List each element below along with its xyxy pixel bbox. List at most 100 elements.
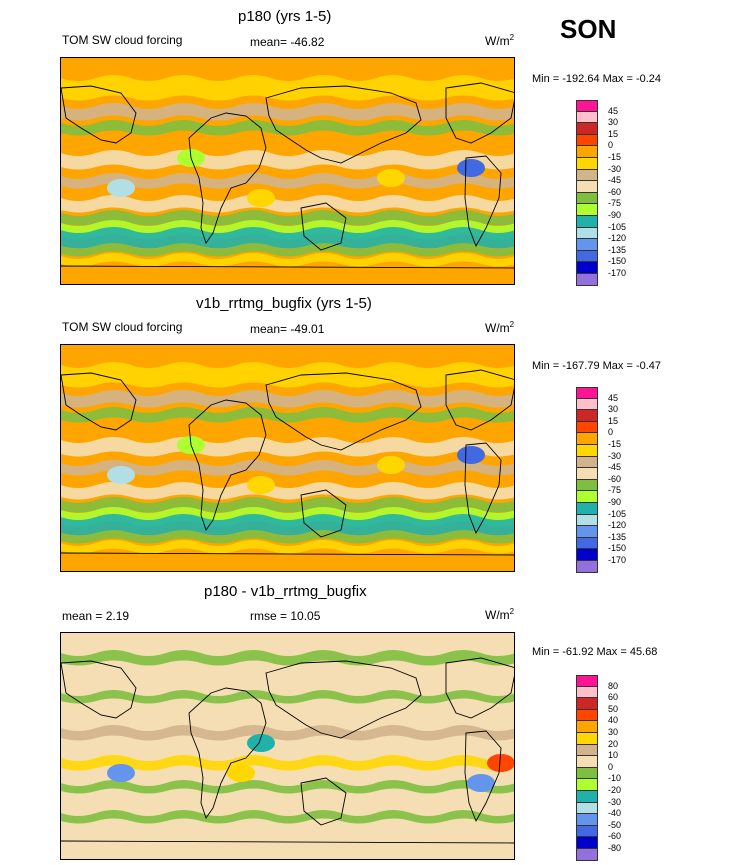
field-anomaly [247,189,275,207]
colorbar-swatch [576,848,598,861]
colorbar-swatch [576,215,598,228]
field-band [61,780,514,794]
colorbar-tick-label: 45 [608,392,619,403]
coastline [61,840,514,844]
field-band [61,150,514,170]
panel-1-map-field [61,58,514,284]
colorbar-tick-label: -105 [608,221,627,232]
field-anomaly [227,764,255,782]
colorbar-swatch [576,698,598,710]
colorbar-swatch [576,479,598,492]
colorbar-tick-label: 30 [608,404,619,415]
colorbar-swatch [576,456,598,469]
panel-2-minmax: Min = -167.79 Max = -0.47 [532,360,662,372]
colorbar-tick-label: -170 [608,555,627,565]
colorbar-swatch [576,181,598,193]
colorbar-swatch [576,387,598,399]
coastline [188,399,267,531]
coastline [300,489,347,538]
coastline [300,202,347,251]
field-anomaly [247,476,275,494]
panel-3-title: p180 - v1b_rrtmg_bugfix [204,583,367,600]
colorbar-swatch [576,709,598,722]
field-anomaly [107,179,135,197]
field-band [61,437,514,457]
colorbar-swatch [576,721,598,733]
field-band [61,482,514,500]
field-band [61,243,514,257]
colorbar-swatch [576,433,598,445]
panel-3-colorbar [576,675,598,861]
panel-1-mean: mean= -46.82 [250,35,325,49]
colorbar-swatch [576,779,598,791]
colorbar-swatch [576,560,598,573]
colorbar-tick-label: -40 [608,808,622,819]
coastline [265,372,422,451]
colorbar-swatch [576,227,598,240]
field-band [61,210,514,226]
panel-2-title: v1b_rrtmg_bugfix (yrs 1-5) [196,295,372,312]
colorbar-swatch [576,123,598,135]
colorbar-tick-label: 0 [608,140,614,151]
coastline [265,660,422,739]
colorbar-swatch [576,111,598,124]
colorbar-swatch [576,675,598,687]
coastline [61,372,137,431]
field-band [61,755,514,771]
panel-2-mean: mean= -49.01 [250,322,325,336]
colorbar-tick-label: -150 [608,543,627,554]
colorbar-tick-label: 10 [608,750,619,761]
panel-3-map-field [61,633,514,859]
colorbar-tick-label: -15 [608,439,622,449]
colorbar-tick-label: -120 [608,233,627,244]
coastline [464,730,502,823]
coastline [61,552,514,556]
colorbar-swatch [576,421,598,434]
colorbar-swatch [576,468,598,480]
field-band [61,75,514,101]
panel-3-mean: mean = 2.19 [62,609,130,623]
colorbar-swatch [576,756,598,768]
panel-1-colorbar [576,100,598,286]
colorbar-swatch [576,802,598,815]
coastline [61,265,514,269]
field-anomaly [467,774,495,792]
field-anomaly [487,754,514,772]
colorbar-tick-label: -80 [608,843,622,853]
colorbar-tick-label: -45 [608,175,622,186]
colorbar-tick-label: -30 [608,163,622,174]
panel-3-rmse: rmse = 10.05 [250,609,321,623]
colorbar-swatch [576,134,598,147]
field-band [61,650,514,666]
coastline [61,660,137,719]
colorbar-tick-label: -20 [608,785,622,795]
colorbar-tick-label: -30 [608,450,622,461]
panel-1-minmax: Min = -192.64 Max = -0.24 [532,73,662,85]
colorbar-swatch [576,204,598,216]
field-anomaly [457,159,485,177]
colorbar-swatch [576,744,598,757]
colorbar-tick-label: 30 [608,727,619,737]
colorbar-swatch [576,514,598,527]
colorbar-swatch [576,239,598,251]
colorbar-tick-label: 50 [608,703,619,714]
colorbar-tick-label: 45 [608,105,619,116]
coastline [188,687,267,819]
colorbar-swatch [576,262,598,274]
field-anomaly [457,446,485,464]
colorbar-swatch [576,732,598,745]
colorbar-tick-label: 40 [608,715,619,726]
colorbar-tick-label: -60 [608,186,622,197]
colorbar-tick-label: 15 [608,128,619,139]
colorbar-tick-label: -90 [608,497,622,507]
field-band [61,103,514,121]
coastline [445,657,514,719]
colorbar-tick-label: 60 [608,692,619,703]
colorbar-swatch [576,837,598,849]
panel-1-variable-label: TOM SW cloud forcing [62,33,183,47]
panel-3-minmax: Min = -61.92 Max = 45.68 [532,646,658,658]
colorbar-tick-label: -60 [608,831,622,842]
field-anomaly [107,466,135,484]
panel-1-map [60,57,515,285]
season-label: SON [560,14,617,44]
